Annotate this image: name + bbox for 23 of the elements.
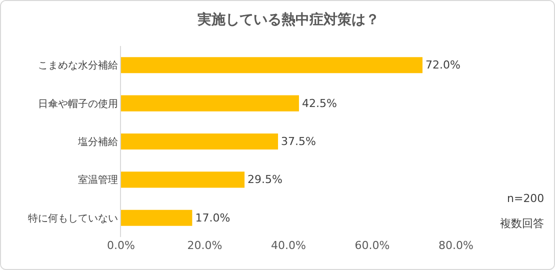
y-tick-label: 日傘や帽子の使用 <box>38 98 118 110</box>
y-tick-label: 塩分補給 <box>77 136 118 148</box>
bar <box>121 210 192 226</box>
chart-title: 実施している熱中症対策は？ <box>198 11 380 28</box>
y-tick-label: 室温管理 <box>78 174 118 186</box>
text: n=200 <box>507 192 544 205</box>
bar <box>121 95 299 112</box>
data-label: 17.0% <box>195 211 230 224</box>
x-tick-label: 20.0% <box>187 239 222 252</box>
data-label: 37.5% <box>281 135 316 148</box>
text: 複数回答 <box>500 217 544 230</box>
x-tick-label: 60.0% <box>354 239 390 252</box>
data-label: 42.5% <box>302 96 337 110</box>
data-label: 29.5% <box>248 173 282 186</box>
x-tick-label: 0.0% <box>107 239 135 252</box>
y-tick-label: こまめな水分補給 <box>38 60 118 72</box>
bar <box>121 172 245 188</box>
bar <box>121 133 278 150</box>
x-tick-label: 80.0% <box>438 239 474 252</box>
y-tick-label: 特に何もしていない <box>28 212 118 224</box>
bar <box>121 57 422 74</box>
x-tick-label: 40.0% <box>271 239 306 252</box>
data-label: 72.0% <box>426 58 460 72</box>
